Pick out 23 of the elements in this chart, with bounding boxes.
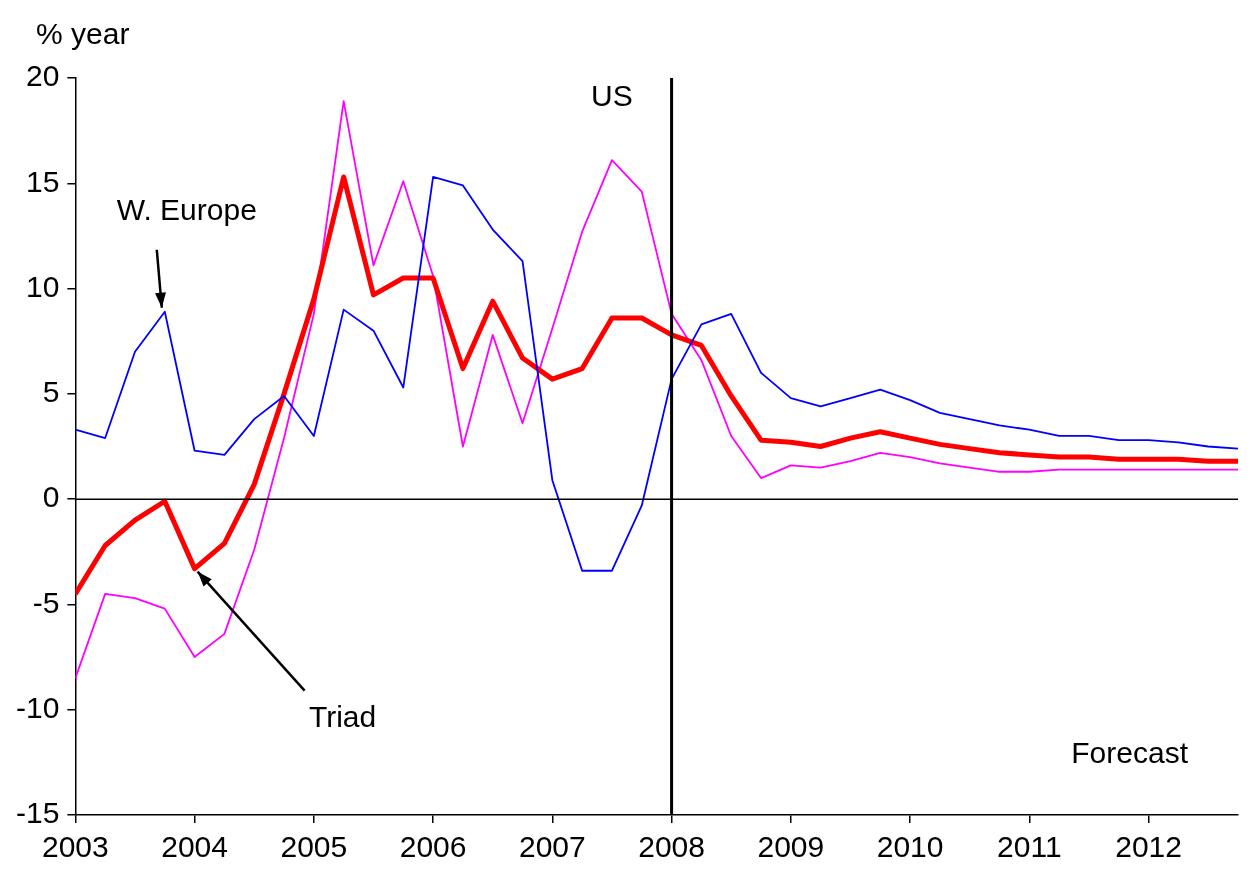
- y-tick-label: -15: [16, 796, 60, 830]
- x-tick-label: 2012: [1115, 830, 1182, 864]
- y-tick-label: -10: [16, 690, 60, 724]
- annotation: US: [591, 79, 633, 113]
- annotation: Triad: [308, 699, 377, 733]
- y-tick-label: 5: [42, 375, 60, 409]
- y-tick-label: -5: [32, 585, 60, 619]
- annotation: Forecast: [1071, 736, 1189, 770]
- annotation: W. Europe: [116, 193, 257, 226]
- x-tick-label: 2007: [518, 830, 586, 864]
- y-tick-label: 20: [25, 59, 60, 93]
- x-tick-label: 2006: [399, 830, 467, 864]
- y-axis-title: % year: [36, 17, 130, 50]
- x-tick-label: 2011: [997, 830, 1062, 864]
- y-tick-label: 15: [25, 164, 60, 198]
- x-tick-label: 2003: [41, 830, 109, 864]
- x-tick-label: 2005: [280, 830, 348, 864]
- x-tick-label: 2010: [876, 830, 944, 864]
- y-tick-label: 0: [42, 480, 60, 514]
- x-tick-label: 2004: [161, 830, 228, 864]
- y-tick-label: 10: [25, 269, 60, 303]
- x-tick-label: 2008: [638, 830, 705, 864]
- x-tick-label: 2009: [757, 830, 825, 864]
